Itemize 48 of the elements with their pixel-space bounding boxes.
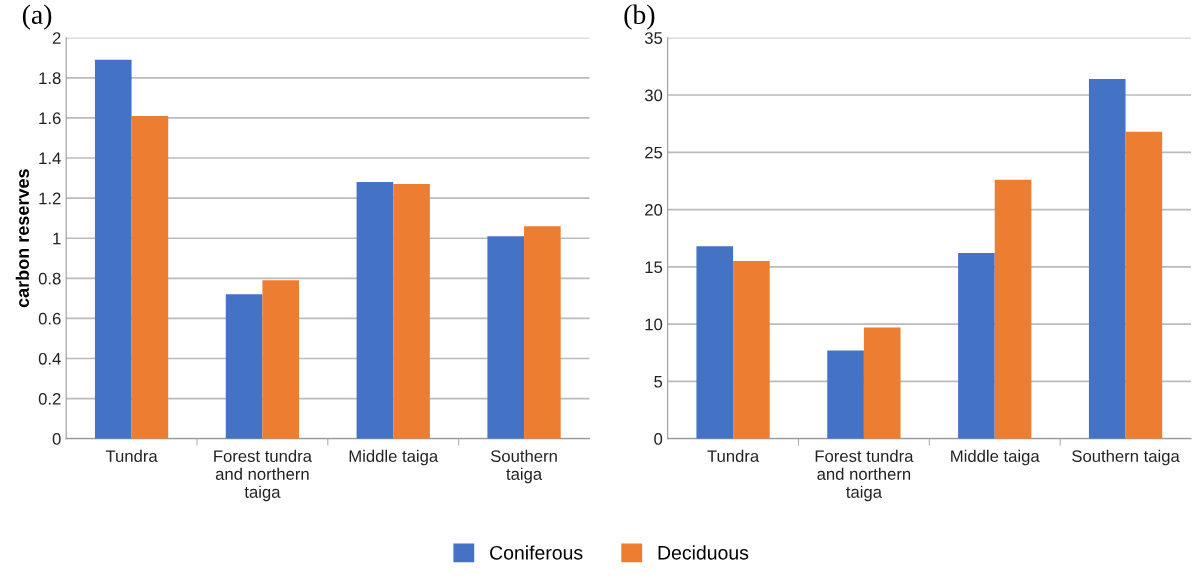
y-tick-label: 15 [645, 261, 663, 274]
x-tick-label: Forest tundra and northern taiga [214, 449, 312, 502]
y-tick-label: 1.2 [39, 192, 61, 205]
bar [356, 182, 394, 439]
y-tick-label: 30 [644, 89, 663, 102]
y-tick-label: 1.4 [39, 152, 61, 165]
x-tick-label: Southern taiga [1072, 449, 1180, 466]
x-tick-label: Tundra [707, 449, 760, 463]
bar [863, 327, 901, 439]
x-tick-label: Forest tundra and northern taiga [815, 449, 914, 502]
y-tick-label: 0 [52, 433, 61, 445]
bar [696, 246, 734, 439]
bar [733, 261, 770, 439]
bar [994, 179, 1032, 439]
bar [94, 59, 132, 439]
x-tick-label: Middle taiga [349, 449, 439, 466]
bar [1125, 131, 1163, 439]
y-tick-label: 0 [654, 433, 663, 445]
legend-label: Deciduous [658, 545, 749, 560]
bar [262, 280, 300, 439]
y-tick-label: 10 [645, 318, 663, 331]
y-tick-label: 35 [644, 32, 663, 44]
bar [958, 253, 995, 439]
y-tick-label: 1 [53, 232, 61, 245]
y-tick-label: 1.8 [39, 72, 61, 85]
chart-title: (b) [624, 4, 655, 30]
x-tick-label: Southern taiga [491, 449, 557, 484]
legend-label: Coniferous [490, 545, 583, 560]
y-axis-title: carbon reserves [15, 169, 30, 308]
y-tick-label: 20 [645, 203, 663, 216]
chart-title: (a) [22, 4, 52, 30]
bar [524, 226, 561, 439]
bar [1088, 79, 1126, 439]
y-tick-label: 0.4 [38, 352, 61, 365]
y-tick-label: 5 [654, 375, 663, 388]
y-tick-label: 0.8 [38, 272, 61, 285]
bar [131, 115, 169, 439]
bar [827, 350, 864, 439]
y-tick-label: 1.6 [39, 112, 61, 125]
y-tick-label: 25 [645, 146, 663, 159]
bar [225, 294, 263, 439]
x-tick-label: Tundra [105, 449, 158, 463]
y-tick-label: 0.6 [38, 312, 61, 325]
bar [487, 236, 525, 439]
y-tick-label: 0.2 [38, 392, 61, 405]
bar [393, 184, 430, 439]
y-tick-label: 2 [52, 32, 61, 44]
x-tick-label: Middle taiga [951, 449, 1040, 466]
